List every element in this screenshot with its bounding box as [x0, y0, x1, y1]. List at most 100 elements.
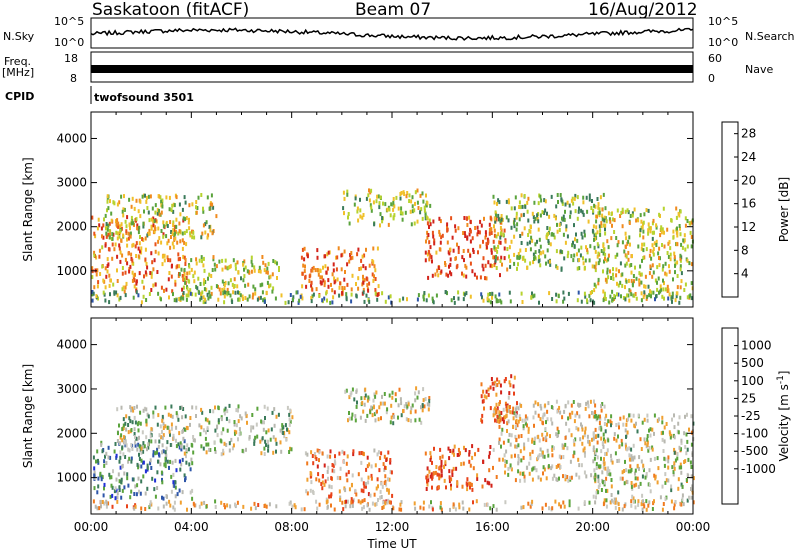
echo-cell	[468, 215, 471, 220]
echo-cell	[450, 483, 452, 488]
echo-cell	[364, 266, 367, 271]
echo-cell	[592, 224, 595, 229]
echo-cell	[627, 250, 630, 255]
echo-cell	[419, 210, 422, 215]
echo-cell	[624, 231, 627, 236]
echo-cell	[593, 399, 595, 404]
echo-cell	[101, 500, 104, 504]
echo-cell	[597, 261, 600, 266]
echo-cell	[234, 266, 237, 271]
echo-cell	[122, 207, 125, 212]
echo-cell	[501, 417, 504, 422]
echo-cell	[173, 500, 176, 505]
echo-cell	[180, 405, 183, 410]
echo-cell	[597, 433, 600, 438]
echo-cell	[142, 474, 145, 479]
echo-cell	[591, 437, 593, 442]
echo-cell	[667, 255, 670, 259]
echo-cell	[469, 261, 472, 266]
echo-cell	[149, 500, 152, 505]
echo-cell	[157, 194, 160, 199]
echo-cell	[154, 494, 157, 499]
echo-cell	[332, 268, 335, 273]
echo-cell	[573, 253, 576, 258]
echo-cell	[195, 414, 197, 418]
echo-cell	[556, 409, 559, 414]
echo-cell	[414, 398, 417, 403]
echo-cell	[594, 410, 597, 415]
echo-cell	[246, 297, 249, 302]
echo-cell	[229, 293, 232, 298]
echo-cell	[107, 455, 110, 460]
echo-cell	[160, 229, 163, 233]
echo-cell	[414, 409, 417, 414]
echo-cell	[674, 270, 676, 275]
echo-cell	[278, 268, 280, 272]
echo-cell	[318, 458, 320, 463]
echo-cell	[142, 460, 145, 465]
echo-cell	[375, 502, 378, 506]
echo-cell	[635, 296, 638, 301]
echo-cell	[602, 269, 604, 274]
echo-cell	[379, 212, 382, 217]
echo-cell	[186, 507, 188, 512]
echo-cell	[613, 436, 616, 441]
echo-cell	[144, 270, 147, 275]
echo-cell	[630, 270, 633, 275]
echo-cell	[471, 269, 474, 274]
echo-cell	[664, 480, 667, 485]
echo-cell	[537, 413, 540, 418]
echo-cell	[337, 246, 340, 251]
echo-cell	[599, 464, 602, 469]
echo-cell	[639, 481, 642, 486]
echo-cell	[651, 236, 654, 241]
echo-cell	[569, 415, 572, 420]
echo-cell	[215, 284, 218, 289]
echo-cell	[600, 404, 603, 409]
echo-cell	[682, 238, 685, 243]
echo-cell	[144, 507, 147, 511]
echo-cell	[400, 206, 403, 211]
echo-cell	[109, 199, 111, 204]
echo-cell	[256, 406, 259, 411]
echo-cell	[614, 451, 617, 456]
echo-cell	[116, 218, 119, 223]
echo-cell	[594, 500, 597, 505]
echo-cell	[312, 489, 314, 494]
echo-cell	[517, 406, 520, 411]
echo-cell	[367, 288, 370, 293]
echo-cell	[538, 237, 541, 242]
echo-cell	[315, 499, 318, 504]
echo-cell	[659, 284, 662, 289]
echo-cell	[591, 228, 594, 233]
echo-cell	[463, 445, 465, 450]
echo-cell	[452, 248, 455, 253]
echo-cell	[463, 231, 466, 236]
echo-cell	[93, 470, 96, 475]
echo-cell	[498, 419, 501, 424]
echo-cell	[129, 226, 131, 231]
colorbar-tick-label: 25	[741, 391, 756, 405]
echo-cell	[527, 218, 530, 223]
echo-cell	[244, 283, 247, 288]
echo-cell	[611, 223, 613, 228]
echo-cell	[664, 472, 667, 477]
echo-cell	[332, 295, 335, 300]
echo-cell	[233, 284, 236, 288]
echo-cell	[131, 196, 134, 201]
echo-cell	[374, 277, 377, 281]
echo-cell	[368, 507, 371, 512]
echo-cell	[387, 295, 390, 300]
echo-cell	[437, 265, 440, 270]
echo-cell	[614, 500, 617, 505]
echo-cell	[446, 240, 449, 245]
echo-cell	[124, 270, 127, 275]
echo-cell	[684, 414, 686, 419]
echo-cell	[635, 276, 638, 281]
echo-cell	[646, 294, 649, 299]
echo-cell	[498, 410, 501, 415]
echo-cell	[118, 441, 121, 446]
echo-cell	[649, 427, 652, 432]
echo-cell	[564, 477, 567, 482]
echo-cell	[259, 283, 262, 288]
